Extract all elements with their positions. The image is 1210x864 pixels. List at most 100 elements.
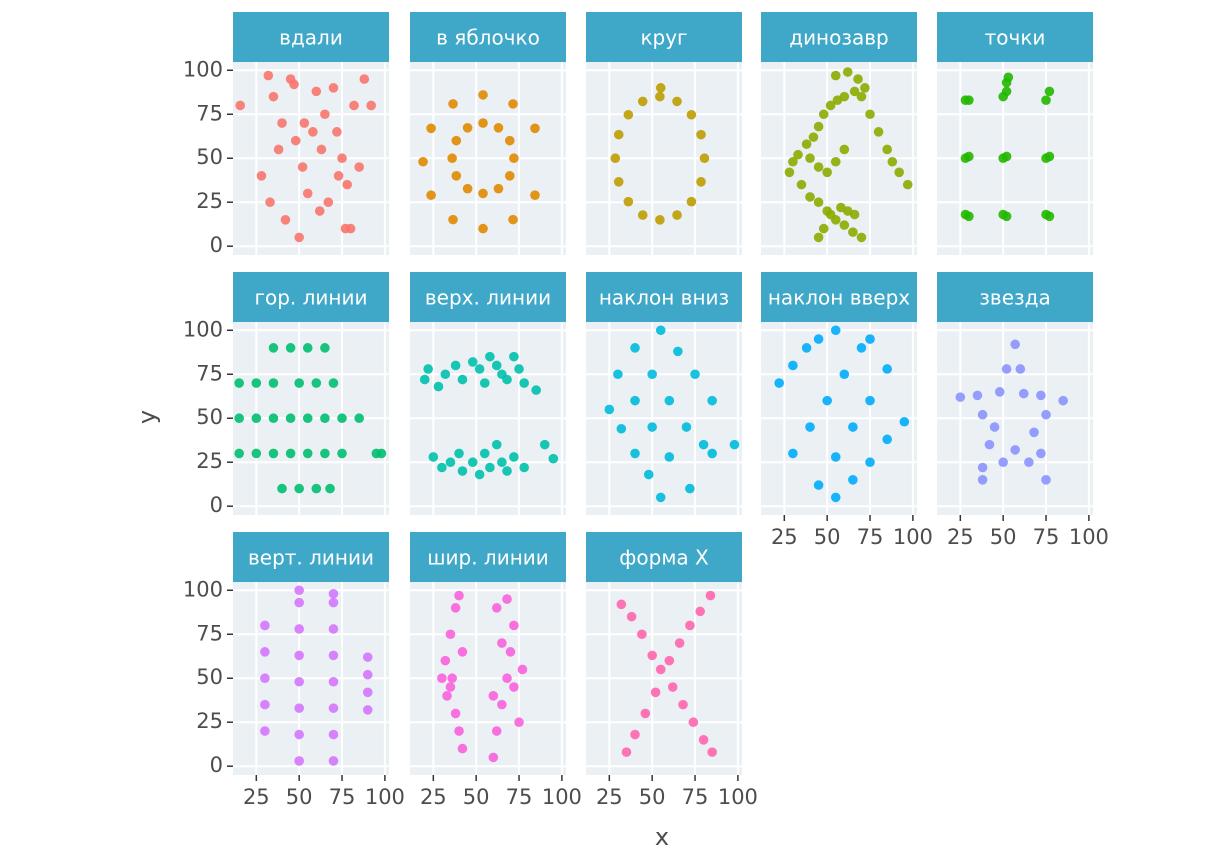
point [337,448,347,459]
point [964,95,974,105]
point [314,206,325,216]
point [695,606,705,617]
point [994,387,1005,397]
strip-label: шир. линии [427,546,549,570]
point [830,452,841,462]
strip-label: наклон вверх [768,286,910,310]
point [613,129,624,140]
point [299,118,310,128]
y-tick-label: 100 [183,317,223,341]
point [1010,445,1020,455]
x-tick-label: 75 [329,785,356,809]
point [509,452,519,462]
point [1044,86,1055,97]
point [514,364,524,374]
point [445,457,456,468]
point [474,364,485,374]
point [707,448,717,459]
point [1041,475,1051,485]
point [485,462,495,473]
point [849,209,860,220]
point [1041,409,1051,420]
point [362,652,373,662]
strip [761,12,917,62]
point [328,378,339,388]
point [530,123,540,134]
y-tick-label: 25 [196,189,223,213]
point [801,343,812,353]
point [474,469,485,480]
point [260,673,270,684]
point [839,369,850,380]
point [302,448,313,459]
point [1001,211,1012,222]
point [294,232,304,243]
point [433,381,444,392]
point [796,179,807,190]
point [813,197,824,208]
point [805,192,815,202]
point [504,135,515,146]
point [672,210,682,220]
point [491,726,502,736]
point [690,369,700,380]
point [1029,427,1039,438]
point [478,223,488,234]
strip-label: верх. линии [425,286,551,310]
point [479,378,490,388]
strip [410,532,566,582]
point [457,466,468,476]
point [1036,448,1046,459]
point [320,448,330,459]
point [637,629,647,640]
x-tick-label: 25 [947,525,974,549]
point [509,351,519,362]
strip [233,12,389,62]
point [848,227,858,237]
point [822,167,832,178]
point [902,179,913,190]
point [650,687,661,698]
point [497,457,507,468]
y-tick-label: 50 [196,145,223,169]
point [493,122,504,133]
point [328,756,339,766]
point [362,687,373,698]
point [320,343,330,353]
point [362,705,373,715]
x-tick-label: 100 [1069,525,1109,549]
point [265,197,275,208]
point [294,597,304,608]
point [497,699,507,710]
strip-label: верт. линии [248,546,374,570]
point [856,232,867,243]
point [882,364,892,374]
x-tick-label: 100 [718,785,758,809]
point [664,452,675,462]
strip-label: вдали [279,26,343,50]
point [519,378,529,388]
point [1001,151,1012,162]
point [251,413,262,424]
strip-label: точки [985,26,1046,50]
point [302,188,313,199]
point [325,483,335,494]
point [493,183,504,194]
point [686,196,697,207]
point [698,439,709,450]
x-tick-label: 75 [506,785,533,809]
point [428,452,439,462]
y-tick-label: 25 [196,709,223,733]
point [457,743,468,754]
y-tick-label: 50 [196,405,223,429]
point [488,691,499,701]
x-tick-label: 25 [420,785,447,809]
point [685,483,695,494]
point [647,369,657,380]
point [788,156,798,167]
strip [410,12,566,62]
point [251,378,262,388]
point [333,171,344,181]
point [998,457,1008,468]
point [856,343,867,353]
